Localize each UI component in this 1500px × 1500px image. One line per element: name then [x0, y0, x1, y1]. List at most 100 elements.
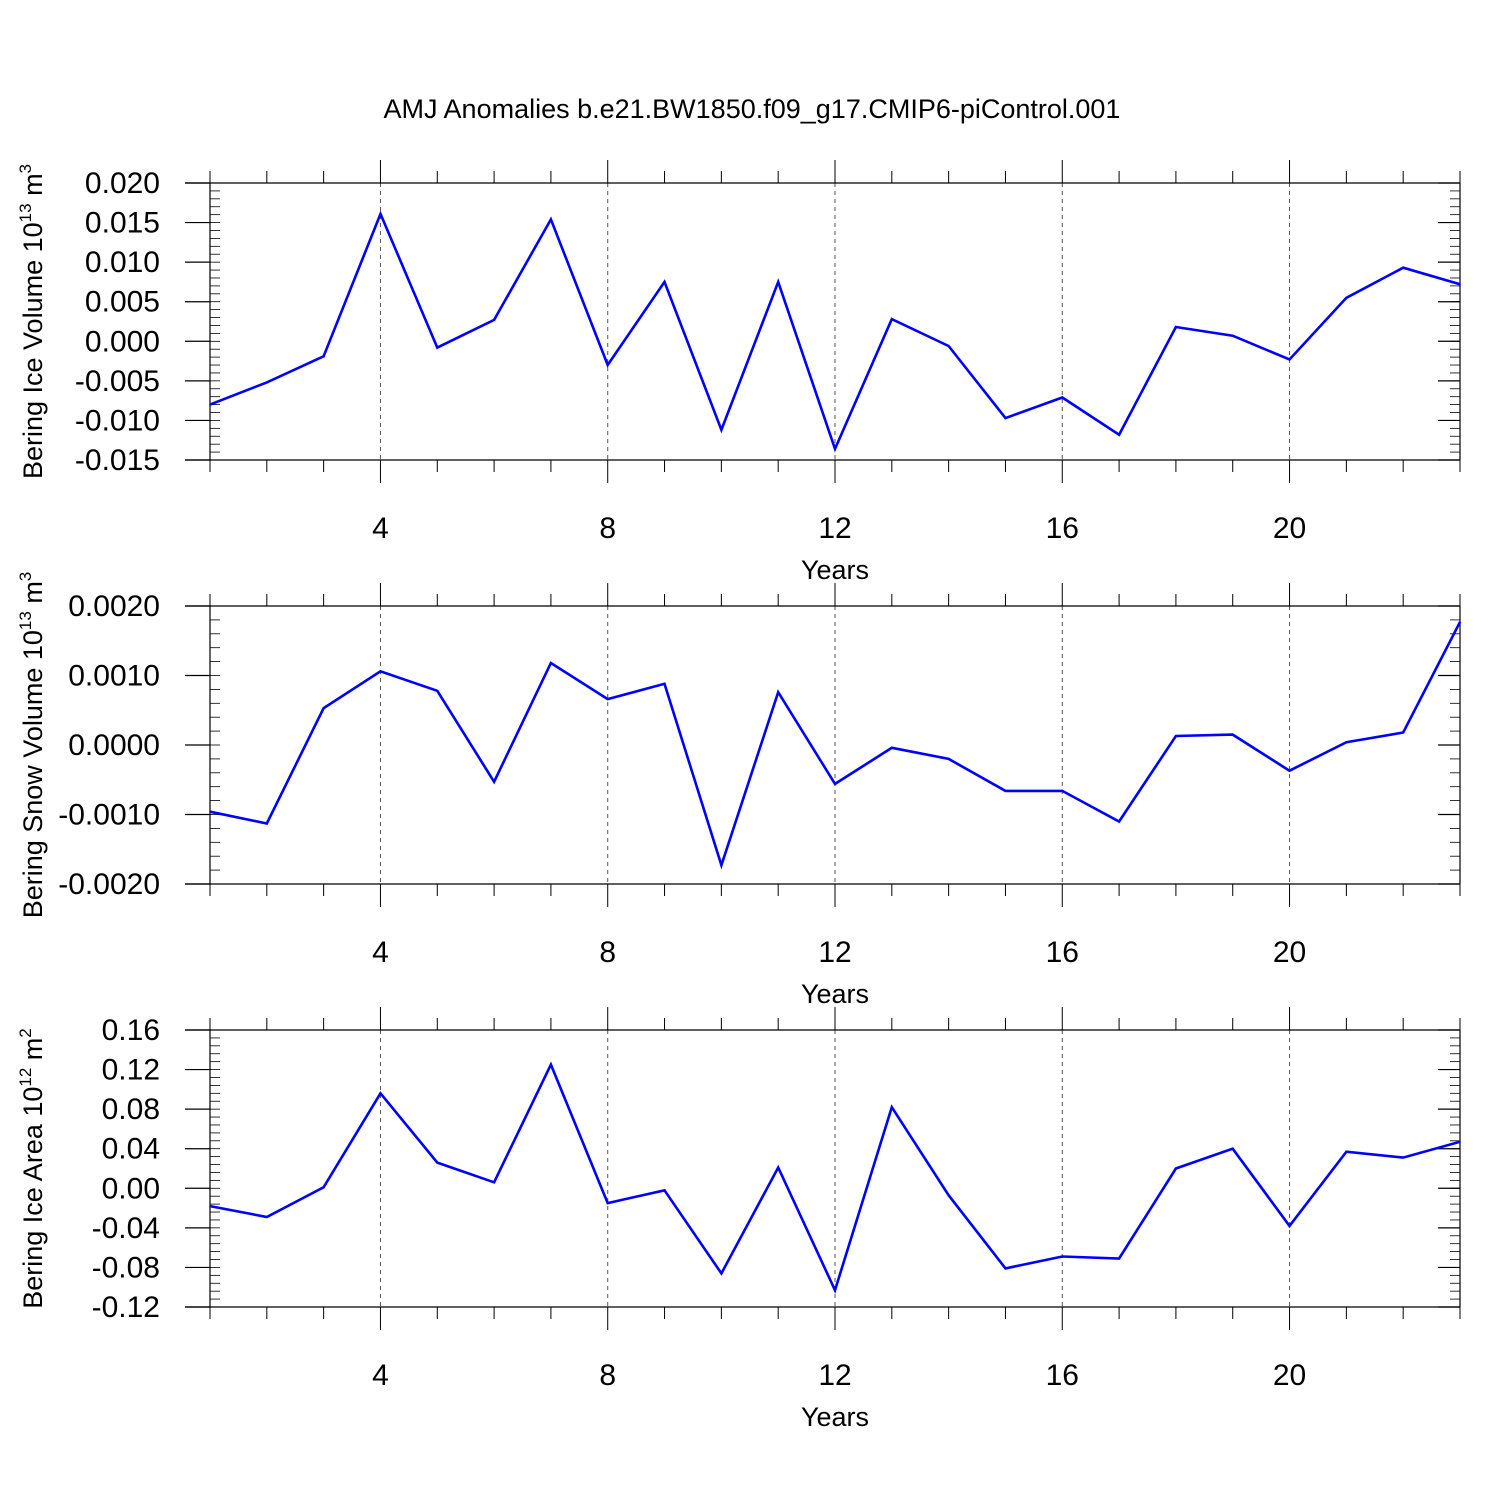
y-tick-label: 0.12 [102, 1054, 160, 1087]
data-point [1459, 1140, 1461, 1143]
data-point [436, 689, 439, 692]
data-point [777, 691, 779, 693]
x-tick-label: 4 [372, 512, 389, 545]
y-tick-label: -0.005 [75, 365, 160, 398]
data-point [720, 1272, 723, 1275]
y-tick-label: -0.0020 [58, 868, 160, 901]
x-tick-label: 12 [818, 936, 851, 969]
y-tick-label: 0.16 [102, 1014, 160, 1047]
y-axis-title-text: Bering Snow Volume 10 [18, 630, 48, 918]
y-tick-label: 0.010 [85, 246, 160, 279]
x-tick-label: 4 [372, 936, 389, 969]
x-tick-label: 12 [818, 512, 851, 545]
y-tick-label: 0.0000 [68, 729, 160, 762]
data-point [1345, 296, 1348, 299]
data-point [834, 448, 836, 450]
data-point [891, 746, 893, 749]
data-point [1175, 1167, 1177, 1170]
figure-title: AMJ Anomalies b.e21.BW1850.f09_g17.CMIP6… [384, 94, 1121, 124]
data-point [663, 1189, 666, 1192]
y-tick-label: 0.04 [102, 1133, 160, 1166]
data-point [1288, 358, 1291, 361]
data-point [1004, 417, 1007, 419]
panel-2: -0.0020 -0.0010 0.0000 0.0010 0.0020 4 8 12 16 20… [16, 572, 1462, 1009]
data-point [209, 403, 211, 406]
y-axis-title-unit: m [18, 581, 48, 611]
y-tick-label: 0.08 [102, 1093, 160, 1126]
data-point [777, 281, 779, 283]
data-point [322, 707, 325, 709]
data-point [1402, 266, 1404, 269]
x-tick-label: 16 [1046, 936, 1079, 969]
y-tick-label: -0.04 [92, 1212, 160, 1245]
data-point [550, 662, 552, 664]
panel-3: -0.12 -0.08 -0.04 0.00 0.04 0.08 0.12 0.16 4 8 12 1… [16, 1007, 1461, 1432]
data-point [266, 1216, 268, 1218]
y-axis-title-unit-exponent: 3 [16, 572, 35, 581]
y-tick-label: 0.00 [102, 1172, 160, 1205]
data-point [720, 864, 723, 867]
y-axis-title-exponent: 12 [16, 1068, 35, 1087]
y-axis-title-text: Bering Ice Volume 10 [18, 222, 48, 479]
data-point [1288, 1225, 1291, 1227]
data-point [947, 345, 950, 347]
data-point [379, 1092, 382, 1095]
panel-1: -0.015 -0.010 -0.005 0.000 0.005 0.010 0.015 0.… [16, 160, 1461, 585]
data-point [1288, 769, 1291, 772]
y-tick-label: -0.12 [92, 1291, 160, 1324]
data-point [322, 355, 325, 358]
data-point [550, 218, 552, 221]
data-point [493, 319, 495, 321]
y-tick-label: 0.000 [85, 325, 160, 358]
y-axis-title: Bering Ice Area 1012 m2 [16, 1028, 48, 1309]
data-point [322, 1186, 325, 1189]
data-point [1118, 433, 1120, 436]
x-tick-label: 8 [599, 936, 616, 969]
data-point [209, 810, 211, 813]
data-point [436, 346, 439, 349]
y-axis-title-exponent: 13 [16, 203, 35, 222]
data-point [1345, 741, 1348, 744]
y-axis-title-unit-exponent: 2 [16, 1028, 35, 1037]
data-point [1231, 334, 1234, 337]
x-tick-label: 4 [372, 1359, 389, 1392]
data-point [1402, 731, 1404, 734]
data-point [834, 1289, 836, 1291]
y-tick-label: -0.010 [75, 404, 160, 437]
y-tick-label: 0.020 [85, 167, 160, 200]
data-point [1459, 621, 1461, 623]
data-point [777, 1166, 779, 1169]
y-axis-title-text: Bering Ice Area 10 [18, 1087, 48, 1309]
x-tick-label: 20 [1273, 512, 1306, 545]
x-tick-label: 8 [599, 1359, 616, 1392]
x-axis-title: Years [801, 979, 869, 1009]
data-point [1175, 735, 1177, 737]
data-point [379, 213, 382, 215]
data-point [266, 381, 268, 384]
data-point [379, 670, 382, 673]
data-point [606, 698, 609, 700]
y-axis-title: Bering Ice Volume 1013 m3 [16, 164, 48, 479]
y-axis-title-unit: m [18, 173, 48, 203]
data-point [1459, 283, 1461, 286]
data-point [1118, 1257, 1120, 1260]
x-tick-label: 12 [818, 1359, 851, 1392]
data-point [663, 683, 666, 685]
data-point [947, 1194, 950, 1197]
data-point [891, 1106, 893, 1108]
y-tick-label: 0.0020 [68, 590, 160, 623]
data-point [493, 781, 495, 783]
x-tick-label: 16 [1046, 512, 1079, 545]
data-point [550, 1063, 552, 1066]
data-point [947, 758, 950, 760]
x-tick-label: 16 [1046, 1359, 1079, 1392]
data-point [1061, 790, 1064, 792]
data-point [1402, 1156, 1404, 1159]
data-point [1118, 820, 1120, 823]
data-point [1231, 733, 1234, 736]
y-tick-label: 0.0010 [68, 660, 160, 693]
data-point [1061, 1255, 1064, 1258]
x-tick-label: 20 [1273, 936, 1306, 969]
x-tick-label: 8 [599, 512, 616, 545]
